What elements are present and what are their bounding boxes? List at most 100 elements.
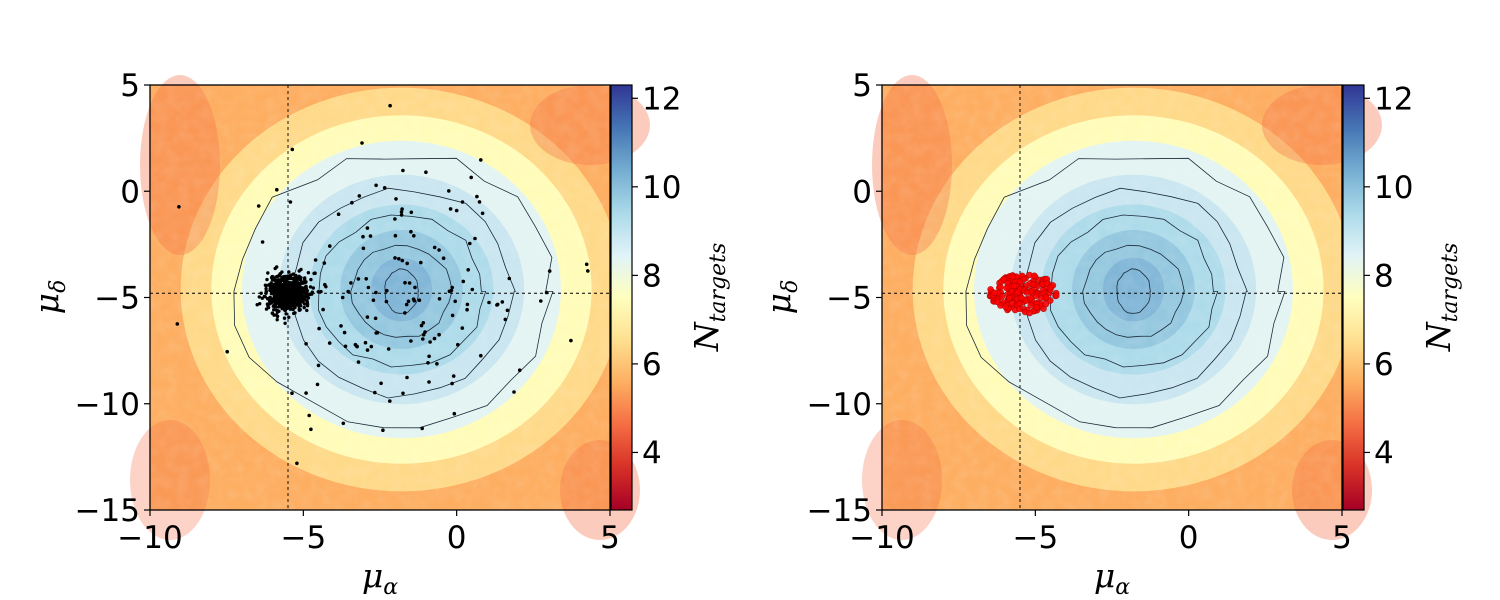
left-overlay-point bbox=[282, 316, 287, 320]
left-overlay-point bbox=[401, 168, 405, 173]
left-overlay-point bbox=[257, 295, 261, 299]
left-overlay-point bbox=[479, 158, 483, 162]
left-overlay-point bbox=[289, 293, 293, 297]
left-overlay-point bbox=[225, 349, 229, 354]
left-overlay-point bbox=[453, 299, 458, 304]
left-overlay-point bbox=[260, 240, 265, 244]
left-colorbar-ticks: 4 6 8 10 12 bbox=[632, 81, 681, 471]
right-overlay-point bbox=[1008, 300, 1016, 308]
left-y-tick-label: 5 bbox=[120, 68, 140, 104]
right-overlay-point bbox=[1029, 281, 1037, 288]
left-overlay-point bbox=[450, 381, 454, 386]
left-colorbar: 4 6 8 10 12 Ntargets bbox=[610, 81, 731, 511]
left-overlay-point bbox=[399, 210, 404, 214]
left-overlay-point bbox=[371, 298, 376, 303]
left-overlay-point bbox=[427, 354, 431, 359]
left-overlay-point bbox=[475, 194, 479, 199]
left-overlay-point bbox=[274, 308, 279, 312]
left-overlay-point bbox=[432, 336, 437, 341]
left-overlay-point bbox=[292, 299, 297, 303]
left-overlay-point bbox=[356, 360, 361, 364]
right-colorbar-bar bbox=[1342, 84, 1365, 511]
left-overlay-point bbox=[544, 290, 549, 295]
left-overlay-point bbox=[480, 211, 485, 216]
left-overlay-point bbox=[282, 286, 286, 290]
left-overlay-point bbox=[405, 375, 409, 380]
left-overlay-point bbox=[275, 279, 279, 283]
left-overlay-point bbox=[296, 301, 300, 306]
right-y-tick-label: 5 bbox=[852, 68, 872, 104]
left-overlay-point bbox=[303, 285, 308, 289]
right-colorbar: 4 6 8 10 12 Ntargets bbox=[1342, 81, 1463, 511]
left-overlay-point bbox=[323, 282, 327, 287]
right-colorbar-tick-label: 10 bbox=[1374, 170, 1413, 206]
left-overlay-point bbox=[293, 274, 297, 278]
left-overlay-point bbox=[260, 296, 264, 300]
right-overlay-point bbox=[1026, 309, 1033, 317]
left-overlay-point bbox=[503, 317, 508, 322]
left-overlay-point bbox=[437, 332, 441, 337]
left-overlay-point bbox=[343, 344, 348, 349]
left-overlay-point bbox=[265, 277, 269, 282]
left-overlay-point bbox=[256, 204, 261, 208]
left-overlay-point bbox=[426, 361, 430, 365]
left-overlay-point bbox=[473, 236, 477, 241]
left-colorbar-tick-label: 6 bbox=[642, 347, 662, 383]
left-overlay-point bbox=[307, 413, 312, 418]
left-overlay-point bbox=[346, 289, 351, 294]
right-overlay-point bbox=[1011, 282, 1018, 290]
left-overlay-point bbox=[353, 342, 358, 347]
left-overlay-point bbox=[302, 305, 306, 310]
left-overlay-point bbox=[404, 302, 409, 307]
left-overlay-point bbox=[419, 260, 423, 265]
left-overlay-point bbox=[302, 302, 307, 306]
left-overlay-point bbox=[175, 322, 180, 326]
left-overlay-point bbox=[382, 186, 387, 190]
right-y-tick-label: 0 bbox=[852, 174, 872, 210]
right-overlay-point bbox=[1031, 272, 1038, 280]
left-overlay-point bbox=[470, 287, 475, 292]
left-overlay-point bbox=[584, 262, 589, 267]
left-y-axis-label: μδ bbox=[27, 280, 71, 315]
left-overlay-point bbox=[284, 288, 289, 292]
right-colorbar-tick-label: 8 bbox=[1374, 258, 1394, 294]
left-overlay-point bbox=[451, 374, 456, 378]
left-overlay-point bbox=[388, 103, 392, 108]
left-overlay-point bbox=[479, 353, 483, 358]
right-contour bbox=[1116, 268, 1151, 314]
left-overlay-point bbox=[313, 258, 318, 262]
left-overlay-point bbox=[270, 311, 275, 316]
left-overlay-point bbox=[456, 342, 460, 347]
left-overlay-point bbox=[305, 308, 309, 313]
left-overlay-point bbox=[274, 288, 278, 292]
left-overlay-point bbox=[283, 308, 287, 312]
right-y-ticks: −15 −10 −5 0 5 bbox=[807, 68, 882, 529]
left-overlay-point bbox=[468, 241, 472, 246]
left-y-tick-label: −15 bbox=[75, 493, 140, 529]
left-overlay-point bbox=[286, 283, 291, 287]
left-colorbar-tick-label: 10 bbox=[642, 170, 681, 206]
left-overlay-point bbox=[388, 399, 392, 403]
left-overlay-point bbox=[349, 281, 353, 285]
left-overlay-point bbox=[313, 271, 317, 276]
left-overlay-point bbox=[293, 291, 298, 296]
right-overlay-point bbox=[1006, 294, 1013, 302]
left-overlay-point bbox=[268, 283, 272, 287]
left-overlay-point bbox=[441, 256, 446, 261]
left-overlay-point bbox=[277, 283, 281, 287]
left-overlay-point bbox=[275, 187, 279, 192]
left-overlay-point bbox=[379, 381, 383, 386]
left-overlay-point bbox=[448, 207, 453, 211]
left-overlay-point bbox=[309, 427, 313, 432]
right-overlay-point bbox=[991, 289, 998, 297]
left-overlay-point bbox=[259, 291, 263, 295]
left-overlay-point bbox=[384, 299, 389, 304]
left-overlay-point bbox=[409, 210, 414, 215]
left-overlay-point bbox=[357, 194, 362, 198]
right-x-tick-label: 5 bbox=[1332, 520, 1352, 556]
left-overlay-point bbox=[412, 234, 416, 238]
right-overlay-point bbox=[997, 283, 1004, 291]
right-colorbar-tick-label: 12 bbox=[1374, 81, 1413, 117]
left-overlay-point bbox=[277, 279, 282, 284]
